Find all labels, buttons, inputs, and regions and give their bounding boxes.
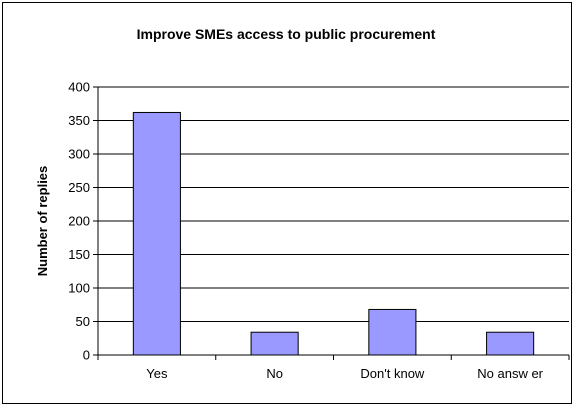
y-axis-label: Number of replies bbox=[35, 166, 50, 277]
y-tick-label: 50 bbox=[76, 314, 90, 329]
bars bbox=[132, 111, 535, 356]
bar-0 bbox=[132, 111, 181, 356]
y-tick-labels: 0 50 100 150 200 250 300 350 400 bbox=[68, 80, 90, 363]
x-tick-label: No bbox=[266, 366, 283, 381]
y-tick-label: 0 bbox=[83, 348, 90, 363]
bar-chart: Improve SMEs access to public procuremen… bbox=[35, 26, 570, 381]
y-tick-label: 300 bbox=[68, 147, 90, 162]
x-tick-label: Yes bbox=[146, 366, 168, 381]
y-tick-label: 400 bbox=[68, 80, 90, 95]
chart-title: Improve SMEs access to public procuremen… bbox=[137, 26, 436, 42]
bar-1 bbox=[250, 331, 299, 356]
x-tick-labels: Yes No Don't know No answ er bbox=[146, 366, 543, 381]
y-tick-label: 250 bbox=[68, 180, 90, 195]
y-tick-label: 350 bbox=[68, 113, 90, 128]
x-tick-label: No answ er bbox=[477, 366, 543, 381]
axes bbox=[93, 86, 570, 360]
y-tick-label: 150 bbox=[68, 247, 90, 262]
bar-3 bbox=[486, 331, 535, 356]
bar-2 bbox=[368, 308, 417, 356]
y-tick-label: 100 bbox=[68, 281, 90, 296]
x-tick-label: Don't know bbox=[360, 366, 425, 381]
y-tick-label: 200 bbox=[68, 214, 90, 229]
chart-frame: Improve SMEs access to public procuremen… bbox=[2, 2, 572, 404]
